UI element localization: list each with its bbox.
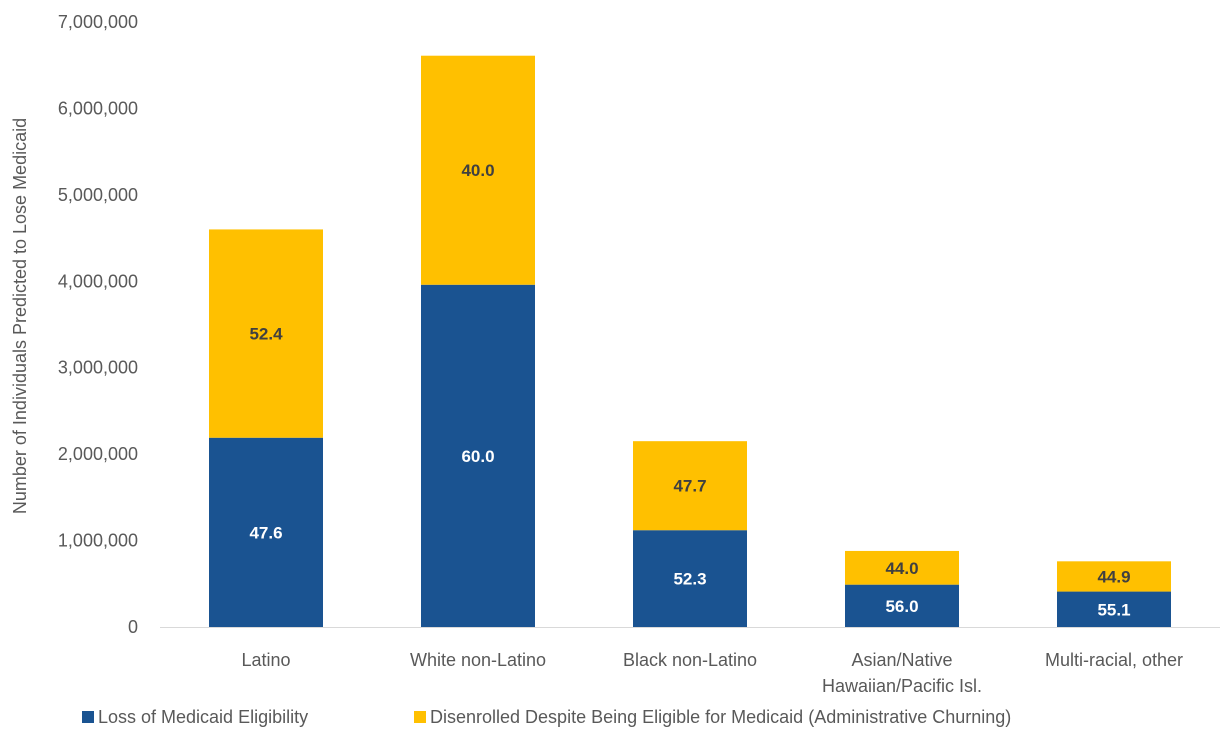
y-tick-label: 5,000,000	[58, 185, 138, 205]
data-label: 44.9	[1097, 567, 1130, 586]
y-tick-label: 6,000,000	[58, 98, 138, 118]
legend: Loss of Medicaid Eligibility Disenrolled …	[82, 707, 1011, 727]
y-tick-label: 3,000,000	[58, 358, 138, 378]
y-tick-label: 1,000,000	[58, 531, 138, 551]
x-tick-label: Asian/Native Hawaiian/Pacific Isl.	[822, 650, 982, 696]
data-label: 55.1	[1097, 600, 1130, 619]
data-label: 47.6	[249, 523, 282, 542]
x-axis: Latino White non-Latino Black non-Latino As…	[160, 627, 1220, 696]
bar-segment-admin-churning	[1057, 561, 1171, 592]
x-tick-label: Latino	[241, 650, 290, 670]
x-tick-label: Multi-racial, other	[1045, 650, 1183, 670]
y-axis-title: Number of Individuals Predicted to Lose …	[10, 118, 30, 514]
legend-label: Loss of Medicaid Eligibility	[98, 707, 308, 727]
bar-segment-eligibility-loss	[421, 284, 535, 627]
data-label: 40.0	[461, 161, 494, 180]
bar-segment-eligibility-loss	[209, 437, 323, 627]
data-label: 44.0	[885, 559, 918, 578]
y-tick-label: 0	[128, 617, 138, 637]
data-label: 52.3	[673, 570, 706, 589]
bar-segment-admin-churning	[421, 55, 535, 285]
y-tick-label: 7,000,000	[58, 12, 138, 32]
data-label: 56.0	[885, 597, 918, 616]
data-label: 60.0	[461, 447, 494, 466]
x-tick-label: Black non-Latino	[623, 650, 757, 670]
bar-segment-admin-churning	[209, 229, 323, 438]
legend-swatch	[414, 711, 426, 723]
y-tick-label: 4,000,000	[58, 271, 138, 291]
data-label: 52.4	[249, 325, 283, 344]
y-axis: 0 1,000,000 2,000,000 3,000,000 4,000,000 5,0…	[58, 12, 138, 637]
legend-swatch	[82, 711, 94, 723]
bar-segment-eligibility-loss	[1057, 591, 1171, 627]
bar-segment-eligibility-loss	[633, 530, 747, 627]
x-tick-label: White non-Latino	[410, 650, 546, 670]
bar-segment-admin-churning	[633, 441, 747, 531]
y-tick-label: 2,000,000	[58, 444, 138, 464]
legend-label: Disenrolled Despite Being Eligible for M…	[430, 707, 1011, 727]
bar-segment-eligibility-loss	[845, 584, 959, 627]
bar-segment-admin-churning	[845, 550, 959, 585]
data-label: 47.7	[673, 477, 706, 496]
bars: 47.6 52.4 60.0 40.0 52.3 47.7 56.0 44.0 55.1 44.9	[209, 55, 1171, 627]
